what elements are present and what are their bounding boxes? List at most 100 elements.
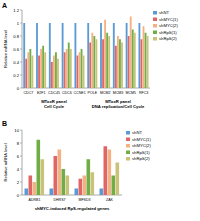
bar <box>70 49 72 88</box>
bar <box>53 56 55 89</box>
y-tick <box>20 169 22 170</box>
bar <box>128 36 130 88</box>
legend-swatch <box>153 31 157 35</box>
bar <box>83 176 87 196</box>
x-axis-label: shMYC-induced RpS-regulated genes <box>35 206 110 211</box>
bar <box>31 56 33 89</box>
legend-label: shMYC(1) <box>159 17 178 22</box>
bar <box>106 33 108 88</box>
bar <box>38 56 40 89</box>
bar <box>55 52 57 88</box>
legend-label: shRpS(1) <box>132 150 150 155</box>
x-tick-label: CCNE1 <box>74 91 86 95</box>
bar <box>119 39 121 88</box>
bar <box>25 189 29 196</box>
legend-label: shRpS(1) <box>159 30 177 35</box>
x-tick-label: RFC3 <box>139 91 148 95</box>
bar <box>91 33 93 88</box>
y-tick <box>20 36 22 37</box>
bar <box>74 23 76 88</box>
bar <box>62 169 66 195</box>
y-tick-label: 0.4 <box>13 60 19 65</box>
bar <box>40 49 42 88</box>
bar <box>54 156 58 195</box>
bar <box>27 52 29 88</box>
bar <box>132 30 134 89</box>
panel-label: A <box>2 2 7 9</box>
bar <box>112 176 116 196</box>
legend-swatch <box>153 24 157 28</box>
y-tick-label: 0.6 <box>13 47 19 52</box>
legend-swatch <box>126 138 130 142</box>
bar <box>58 150 62 196</box>
panel-label: B <box>2 120 7 127</box>
bar <box>93 36 95 88</box>
bar <box>104 20 106 88</box>
bar <box>87 159 91 195</box>
bar <box>66 176 70 196</box>
x-tick-label: POLE <box>88 91 98 95</box>
x-tick-label: MCM2 <box>100 91 111 95</box>
y-tick <box>20 23 22 24</box>
bar <box>145 33 147 88</box>
x-tick-label: ZAK <box>106 198 114 202</box>
bar <box>134 33 136 88</box>
bar <box>102 39 104 88</box>
bar <box>79 52 81 88</box>
x-tick-label: E2F1 <box>37 91 46 95</box>
bar <box>116 163 120 196</box>
y-tick <box>20 195 22 196</box>
bar <box>66 49 68 88</box>
legend-swatch <box>126 157 130 161</box>
bar <box>100 23 102 88</box>
bar <box>91 172 95 195</box>
bars <box>23 17 148 89</box>
bar <box>29 49 31 88</box>
legend-label: shMYC(2) <box>159 23 178 28</box>
y-axis-label: Relative mRNA level <box>3 143 8 181</box>
legend-swatch <box>153 11 157 15</box>
bar <box>50 189 54 196</box>
y-axis <box>22 10 23 88</box>
bar <box>143 26 145 88</box>
x-tick-label: ADRB1 <box>29 198 41 202</box>
x-tick-label: MCM5 <box>126 91 137 95</box>
bar <box>75 189 79 196</box>
y-tick-label: 8 <box>17 141 20 146</box>
y-tick <box>20 130 22 131</box>
bar <box>49 23 51 88</box>
bars <box>25 140 120 195</box>
legend-swatch <box>153 18 157 22</box>
bar <box>100 189 104 196</box>
bar <box>64 52 66 88</box>
bar <box>121 43 123 89</box>
bar <box>108 36 110 88</box>
y-tick-label: 6 <box>17 154 20 159</box>
bar <box>147 36 149 88</box>
y-tick-label: 1 <box>17 21 20 26</box>
bar <box>89 43 91 89</box>
x-tick-label: DHRS7 <box>53 198 65 202</box>
bar <box>77 56 79 89</box>
y-tick <box>20 75 22 76</box>
bar <box>51 62 53 88</box>
y-tick <box>20 182 22 183</box>
bar <box>108 150 112 196</box>
legend-swatch <box>126 151 130 155</box>
y-tick-label: 4 <box>17 167 20 172</box>
bar <box>95 39 97 88</box>
y-tick-label: 0 <box>17 193 20 198</box>
bar <box>104 146 108 195</box>
bar <box>29 176 33 196</box>
x-tick-label: MCM3 <box>113 91 124 95</box>
bar <box>79 179 83 195</box>
legend-swatch <box>153 37 157 41</box>
group-label: DNA replication/Cell Cycle <box>92 104 145 109</box>
y-tick <box>20 143 22 144</box>
bar <box>83 56 85 89</box>
y-tick <box>20 156 22 157</box>
y-axis <box>22 130 23 195</box>
bar <box>36 23 38 88</box>
y-tick-label: 1.2 <box>13 8 19 13</box>
x-tick-label: CDC7 <box>24 91 34 95</box>
